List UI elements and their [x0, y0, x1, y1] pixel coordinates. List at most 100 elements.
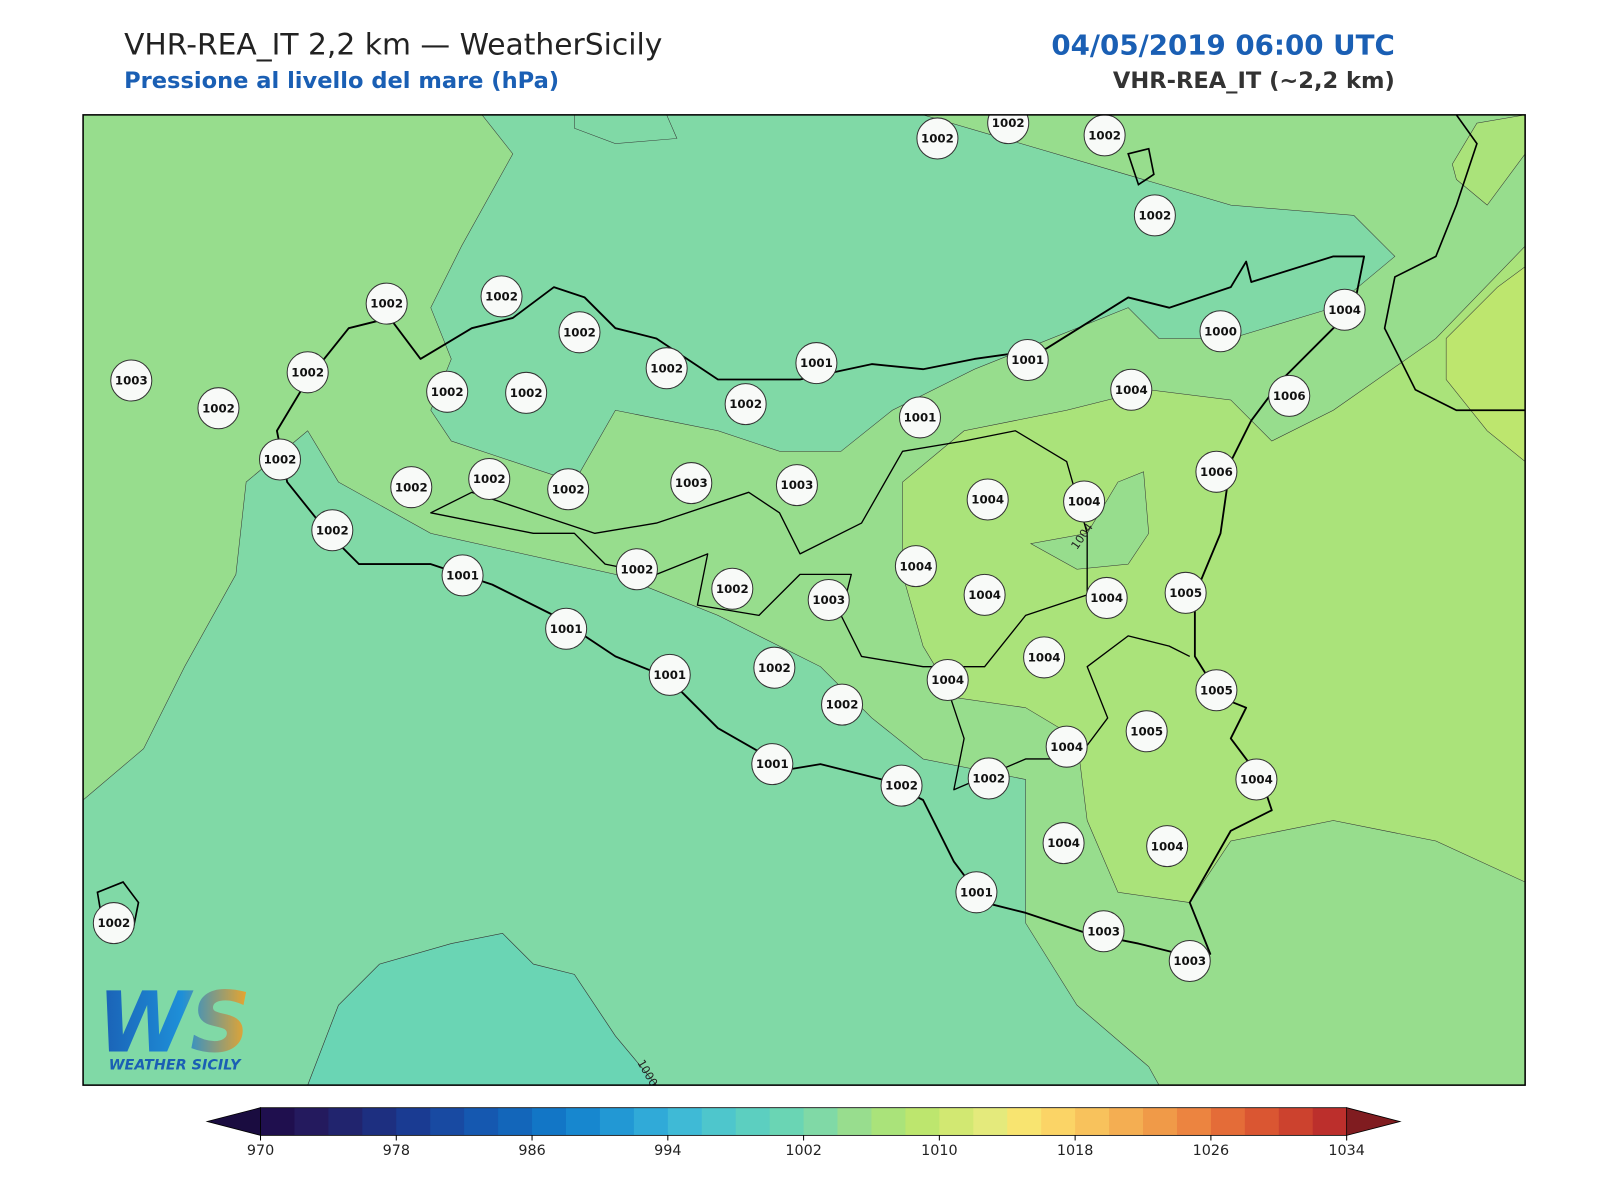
station-marker — [365, 282, 408, 325]
station: 1001 — [441, 554, 484, 597]
isobar-region — [1030, 471, 1149, 570]
station-marker — [547, 468, 590, 511]
station-value: 1002 — [1088, 128, 1121, 142]
station-value: 1004 — [1328, 303, 1361, 317]
station-value: 1004 — [1090, 591, 1123, 605]
station: 1002 — [645, 347, 688, 390]
station-value: 1001 — [653, 668, 686, 682]
station-marker — [1268, 374, 1311, 417]
station-value: 1003 — [1087, 924, 1120, 938]
station-value: 1002 — [97, 916, 130, 930]
station: 1001 — [795, 342, 838, 385]
station-marker — [967, 757, 1010, 800]
station-value: 1001 — [800, 356, 833, 370]
station-marker — [966, 478, 1009, 521]
station-marker — [926, 658, 969, 702]
isobar-region — [1452, 114, 1526, 206]
colorbar-segment — [1312, 1107, 1348, 1136]
station: 1002 — [724, 383, 767, 426]
colorbar-segment — [396, 1107, 431, 1136]
station-marker — [1133, 194, 1176, 237]
station-marker — [1042, 822, 1085, 865]
station-value: 1002 — [510, 386, 543, 400]
station: 1001 — [751, 743, 794, 786]
station-marker — [505, 371, 548, 414]
isobar-region — [1445, 266, 1526, 462]
station: 1003 — [1168, 940, 1211, 983]
colorbar-tick-label: 978 — [383, 1143, 410, 1159]
station: 1002 — [916, 117, 959, 160]
station: 1004 — [894, 545, 937, 588]
colorbar-segment — [1176, 1107, 1212, 1136]
station: 1002 — [468, 457, 511, 500]
station-value: 1004 — [899, 559, 932, 573]
station-value: 1005 — [1200, 683, 1233, 697]
subtitle: Pressione al livello del mare (hPa) — [124, 68, 559, 94]
station: 1004 — [1063, 480, 1106, 523]
station-value: 1001 — [1011, 353, 1044, 367]
station: 1004 — [963, 573, 1006, 616]
station: 1002 — [365, 282, 408, 325]
station-marker — [558, 311, 601, 354]
colorbar-segment — [532, 1107, 567, 1136]
station-marker — [1083, 114, 1126, 157]
island — [1127, 147, 1155, 186]
station: 1002 — [258, 438, 302, 481]
station-value: 1005 — [1130, 724, 1163, 738]
station-value: 1002 — [316, 523, 349, 537]
station: 1002 — [967, 757, 1010, 800]
station: 1006 — [1268, 374, 1311, 417]
station: 1004 — [1023, 636, 1066, 679]
station: 1005 — [1195, 669, 1238, 712]
colorbar-segment — [939, 1107, 974, 1136]
station: 1001 — [545, 607, 588, 650]
colorbar-segment — [294, 1107, 329, 1136]
station: 1003 — [775, 464, 818, 507]
station-marker — [775, 464, 818, 507]
station-marker — [1023, 636, 1066, 679]
station-marker — [894, 545, 937, 588]
colorbar-segment — [769, 1107, 805, 1136]
station-value: 1002 — [552, 482, 585, 496]
colorbar-segment — [260, 1107, 295, 1136]
station: 1006 — [1195, 450, 1238, 493]
station-marker — [963, 573, 1006, 616]
station-marker — [648, 653, 691, 696]
station-value: 1002 — [826, 698, 859, 712]
station-marker — [197, 387, 240, 430]
station-value: 1002 — [431, 385, 464, 399]
station: 1004 — [966, 478, 1009, 521]
station: 1002 — [711, 567, 754, 610]
station: 1002 — [615, 548, 658, 591]
colorbar-segment — [565, 1107, 601, 1136]
station-value: 1003 — [1173, 954, 1206, 968]
station-marker — [916, 117, 959, 160]
station: 1004 — [926, 658, 969, 702]
map-frame — [82, 114, 1526, 1086]
station: 1002 — [1133, 194, 1176, 237]
station-value: 1004 — [968, 588, 1001, 602]
station-value: 1004 — [1050, 740, 1083, 754]
colorbar-segment — [362, 1107, 397, 1136]
station-value: 1003 — [812, 593, 845, 607]
station-marker — [480, 275, 523, 318]
colorbar-segment — [1041, 1107, 1076, 1136]
station-marker — [426, 370, 469, 413]
colorbar-segment — [633, 1107, 669, 1136]
station-marker — [1235, 758, 1278, 801]
station-marker — [1110, 368, 1153, 411]
isobar-region — [307, 932, 657, 1086]
station-value: 1002 — [992, 116, 1025, 130]
station-marker — [821, 683, 864, 726]
station: 1002 — [480, 275, 523, 318]
logo-mark: WS — [97, 973, 250, 1071]
station: 1002 — [197, 387, 240, 430]
station-marker — [1125, 710, 1168, 753]
colorbar-tick-label: 1034 — [1328, 1143, 1365, 1159]
map-area: 1004 1000 100210021002100210021002100210… — [83, 114, 1526, 1086]
station: 1005 — [1125, 710, 1168, 753]
colorbar-tick-label: 1010 — [921, 1143, 958, 1159]
station-value: 1000 — [1204, 324, 1237, 338]
station-marker — [311, 509, 354, 552]
